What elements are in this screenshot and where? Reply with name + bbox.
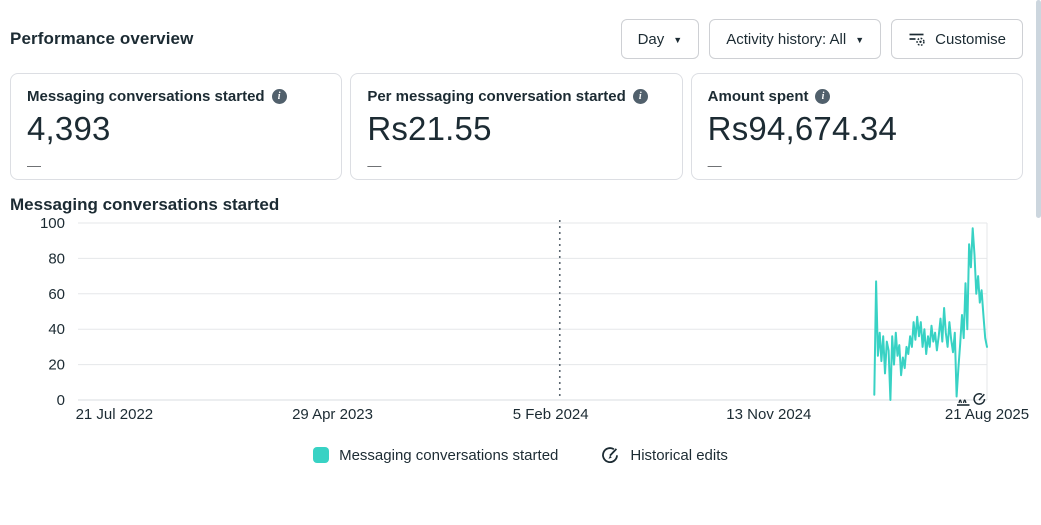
historical-edits-icon	[600, 445, 620, 465]
legend-swatch	[313, 447, 330, 463]
vertical-scrollbar-thumb[interactable]	[1036, 0, 1041, 218]
card-messaging-conversations-started: Messaging conversations started i 4,393 …	[10, 73, 343, 180]
metric-value: Rs21.55	[367, 110, 492, 147]
x-tick-label: 21 Aug 2025	[945, 406, 1029, 423]
y-tick-label: 60	[48, 286, 65, 303]
metric-value: Rs94,674.34	[707, 110, 897, 147]
legend-item-conversations: Messaging conversations started	[313, 447, 558, 464]
y-tick-label: 100	[40, 215, 65, 232]
legend-item-historical-edits: Historical edits	[600, 445, 728, 465]
metric-value: 4,393	[27, 110, 111, 147]
y-tick-label: 20	[48, 357, 65, 374]
customise-button[interactable]: Customise	[891, 19, 1023, 59]
chevron-down-icon: ▼	[673, 34, 683, 45]
customise-label: Customise	[935, 30, 1006, 48]
day-dropdown-label: Day	[637, 30, 665, 48]
metric-secondary: —	[367, 157, 382, 173]
activity-history-label: Activity history: All	[726, 30, 847, 48]
y-tick-label: 0	[57, 392, 65, 409]
header: Performance overview Day ▼ Activity hist…	[10, 18, 1031, 60]
y-tick-label: 40	[48, 321, 65, 338]
chart-title: Messaging conversations started	[10, 195, 280, 214]
card-per-messaging-conversation-started: Per messaging conversation started i Rs2…	[350, 73, 683, 180]
x-tick-label: 29 Apr 2023	[292, 406, 373, 423]
metric-label: Per messaging conversation started	[367, 88, 626, 105]
chart-area: 0 20 40 60 80 100 21 Jul 2022 29 Apr 2023 5 Feb …	[10, 215, 1031, 429]
activity-history-dropdown[interactable]: Activity history: All ▼	[709, 19, 882, 59]
card-amount-spent: Amount spent i Rs94,674.34 —	[690, 73, 1023, 180]
metric-label: Amount spent	[707, 88, 809, 105]
customise-settings-icon	[908, 30, 926, 48]
series-line-messaging-conversations-started	[873, 227, 988, 401]
metric-secondary: —	[707, 157, 722, 173]
chevron-down-icon: ▼	[855, 34, 865, 45]
legend-label: Messaging conversations started	[339, 446, 559, 464]
y-tick-label: 80	[48, 250, 65, 267]
day-dropdown[interactable]: Day ▼	[620, 19, 700, 59]
metric-cards: Messaging conversations started i 4,393 …	[10, 73, 1023, 180]
page-title: Performance overview	[10, 29, 194, 48]
metric-secondary: —	[27, 157, 41, 173]
chart-svg[interactable]: 0 20 40 60 80 100 21 Jul 2022 29 Apr 2023 5 Feb …	[10, 215, 1041, 429]
toolbar: Day ▼ Activity history: All ▼ Customise	[620, 19, 1023, 59]
x-tick-label: 5 Feb 2024	[513, 406, 589, 423]
info-icon[interactable]: i	[271, 89, 287, 104]
x-tick-label: 13 Nov 2024	[726, 406, 811, 423]
info-icon[interactable]: i	[632, 89, 648, 104]
metric-label: Messaging conversations started	[27, 88, 265, 105]
x-tick-label: 21 Jul 2022	[76, 406, 154, 423]
historical-edit-marker[interactable]	[956, 391, 988, 407]
legend-label: Historical edits	[630, 446, 728, 464]
legend: Messaging conversations started Historic…	[10, 445, 1031, 465]
info-icon[interactable]: i	[815, 89, 831, 104]
